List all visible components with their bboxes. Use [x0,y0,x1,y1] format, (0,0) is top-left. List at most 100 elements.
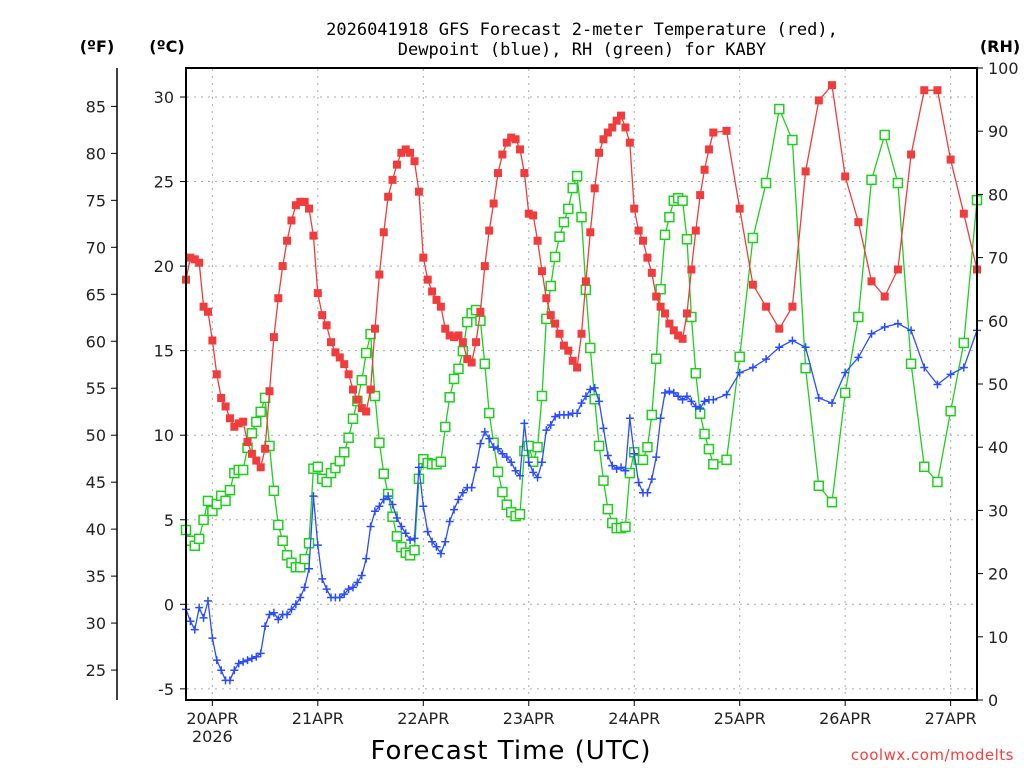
dewpoint-point [384,492,393,501]
dewpoint-point [445,517,454,526]
temperature-point [537,267,546,276]
dewpoint-point [247,654,256,663]
dewpoint-point [524,458,533,467]
temperature-point [515,145,524,154]
dewpoint-point [353,578,362,587]
x-tick-label: 21APR [292,709,344,728]
rh-point [312,461,324,473]
rh-point [659,229,671,241]
temperature-point [344,370,353,379]
rh-point [637,454,649,466]
rh-point [598,475,609,486]
dewpoint-point [287,605,296,614]
dewpoint-point [199,613,208,622]
celsius-tick-label: 20 [154,257,174,276]
rh-point [585,342,596,354]
rh-point [593,440,605,452]
rh-point [958,337,970,349]
rh-point [246,428,258,439]
dewpoint-point [357,571,366,580]
rh-point [338,447,350,458]
grid-lines [187,69,976,699]
temperature-point [327,338,336,347]
rh-point [734,351,745,363]
x-tick-label: 20APR [186,709,238,728]
rh-unit-label: (RH) [980,37,1020,56]
temperature-point [551,319,560,328]
rh-tick-label: 100 [988,59,1019,78]
rh-point [826,496,838,508]
dewpoint-point [344,585,353,594]
x-axis-title: Forecast Time (UTC) [370,736,651,766]
temperature-point [335,353,344,362]
dewpoint-point [933,380,942,389]
dewpoint-point [520,419,529,428]
dewpoint-point [274,615,283,624]
temperature-point [239,417,248,426]
rh-point [435,456,447,467]
temperature-point [423,275,432,284]
dewpoint-point [573,409,582,418]
dewpoint-point [340,590,349,599]
dewpoint-point [542,426,551,435]
rh-point [448,373,460,385]
dewpoint-point [814,393,823,402]
temperature-point [247,449,256,458]
rh-point [251,416,262,428]
dewpoint-point [687,397,696,406]
fahrenheit-unit-label: (ºF) [80,37,115,56]
dewpoint-point [313,541,322,550]
dewpoint-point [450,505,459,514]
celsius-tick-label: 0 [164,595,174,614]
rh-tick-label: 40 [988,438,1008,457]
rh-point [655,283,666,295]
dewpoint-point [322,585,331,594]
temperature-point [735,204,744,213]
temperature-point [709,128,718,137]
temperature-point [195,258,204,267]
dewpoint-point [674,392,683,401]
fahrenheit-tick-label: 75 [86,191,106,210]
rh-point [409,544,420,556]
dewpoint-point [678,395,687,404]
rh-point [492,466,504,478]
credit-link[interactable]: coolwx.com/modelts [851,746,1014,764]
rh-point [369,390,381,402]
rh-point [677,195,688,206]
temperature-point [854,218,863,227]
fahrenheit-tick-label: 30 [86,614,106,633]
temperature-point [384,192,393,201]
dewpoint-point [388,500,397,509]
temperature-point [647,268,656,277]
dewpoint-point [476,439,485,448]
temperature-point [494,169,503,178]
dewpoint-point [959,363,968,372]
dewpoint-point [511,466,520,475]
temperature-point [665,319,674,328]
temperature-point [472,338,481,347]
dewpoint-point [265,610,274,619]
temperature-point [362,407,371,416]
dewpoint-point [252,652,261,661]
temperature-point [221,402,230,411]
dewpoint-point [454,495,463,504]
dewpoint-point [502,453,511,462]
temperature-point [419,253,428,262]
dewpoint-point [625,414,634,423]
temperature-point [234,419,243,428]
temperature-point [476,307,485,316]
rh-point [699,428,710,440]
dewpoint-point [309,492,318,501]
temperature-point [392,160,401,169]
chart-title-line-2: Dewpoint (blue), RH (green) for KABY [398,40,766,60]
dewpoint-point [423,527,432,536]
temperature-point [621,123,630,132]
rh-point [356,374,368,386]
rh-point [558,216,570,228]
rh-point [255,406,266,418]
temperature-point [498,150,507,159]
x-tick-label: 27APR [925,709,977,728]
temperature-point [700,165,709,174]
